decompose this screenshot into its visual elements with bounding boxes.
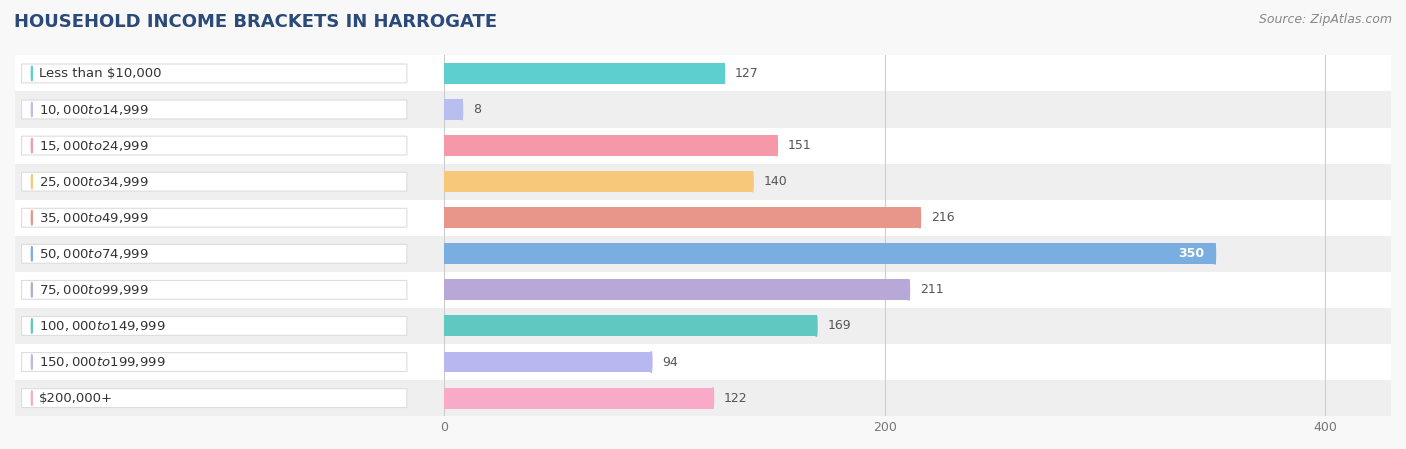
Bar bbox=[15, 55, 1391, 92]
Bar bbox=[15, 163, 1391, 200]
Text: $35,000 to $49,999: $35,000 to $49,999 bbox=[39, 211, 149, 225]
Bar bbox=[444, 63, 724, 84]
Text: 140: 140 bbox=[763, 175, 787, 188]
FancyBboxPatch shape bbox=[21, 281, 406, 299]
FancyBboxPatch shape bbox=[21, 352, 406, 371]
Text: 8: 8 bbox=[472, 103, 481, 116]
Text: $10,000 to $14,999: $10,000 to $14,999 bbox=[39, 102, 149, 117]
Bar bbox=[444, 243, 1215, 264]
FancyBboxPatch shape bbox=[21, 136, 406, 155]
Text: Less than $10,000: Less than $10,000 bbox=[39, 67, 162, 80]
Text: 350: 350 bbox=[1178, 247, 1204, 260]
Text: 122: 122 bbox=[724, 392, 748, 405]
FancyBboxPatch shape bbox=[21, 389, 406, 408]
FancyBboxPatch shape bbox=[21, 172, 406, 191]
Bar bbox=[15, 380, 1391, 416]
Bar bbox=[444, 207, 920, 228]
Text: Source: ZipAtlas.com: Source: ZipAtlas.com bbox=[1258, 13, 1392, 26]
Text: HOUSEHOLD INCOME BRACKETS IN HARROGATE: HOUSEHOLD INCOME BRACKETS IN HARROGATE bbox=[14, 13, 498, 31]
Bar bbox=[15, 128, 1391, 163]
Bar bbox=[15, 308, 1391, 344]
Bar bbox=[444, 171, 752, 192]
Bar bbox=[444, 279, 908, 300]
FancyBboxPatch shape bbox=[21, 244, 406, 263]
Bar bbox=[15, 200, 1391, 236]
Bar bbox=[444, 135, 776, 156]
Bar bbox=[444, 352, 651, 373]
FancyBboxPatch shape bbox=[21, 317, 406, 335]
Text: $50,000 to $74,999: $50,000 to $74,999 bbox=[39, 247, 149, 261]
Text: 211: 211 bbox=[920, 283, 943, 296]
Bar bbox=[444, 99, 463, 120]
Bar bbox=[444, 316, 817, 336]
Text: 127: 127 bbox=[735, 67, 759, 80]
Bar bbox=[15, 236, 1391, 272]
Text: 216: 216 bbox=[931, 211, 955, 224]
Bar bbox=[444, 387, 713, 409]
FancyBboxPatch shape bbox=[21, 208, 406, 227]
Text: $100,000 to $149,999: $100,000 to $149,999 bbox=[39, 319, 166, 333]
Text: $15,000 to $24,999: $15,000 to $24,999 bbox=[39, 139, 149, 153]
Bar bbox=[15, 92, 1391, 128]
Text: $200,000+: $200,000+ bbox=[39, 392, 112, 405]
FancyBboxPatch shape bbox=[21, 100, 406, 119]
Text: 169: 169 bbox=[827, 319, 851, 332]
Text: 94: 94 bbox=[662, 356, 678, 369]
Text: $75,000 to $99,999: $75,000 to $99,999 bbox=[39, 283, 149, 297]
Bar bbox=[15, 272, 1391, 308]
FancyBboxPatch shape bbox=[21, 64, 406, 83]
Text: $150,000 to $199,999: $150,000 to $199,999 bbox=[39, 355, 166, 369]
Bar bbox=[15, 344, 1391, 380]
Text: $25,000 to $34,999: $25,000 to $34,999 bbox=[39, 175, 149, 189]
Text: 151: 151 bbox=[787, 139, 811, 152]
